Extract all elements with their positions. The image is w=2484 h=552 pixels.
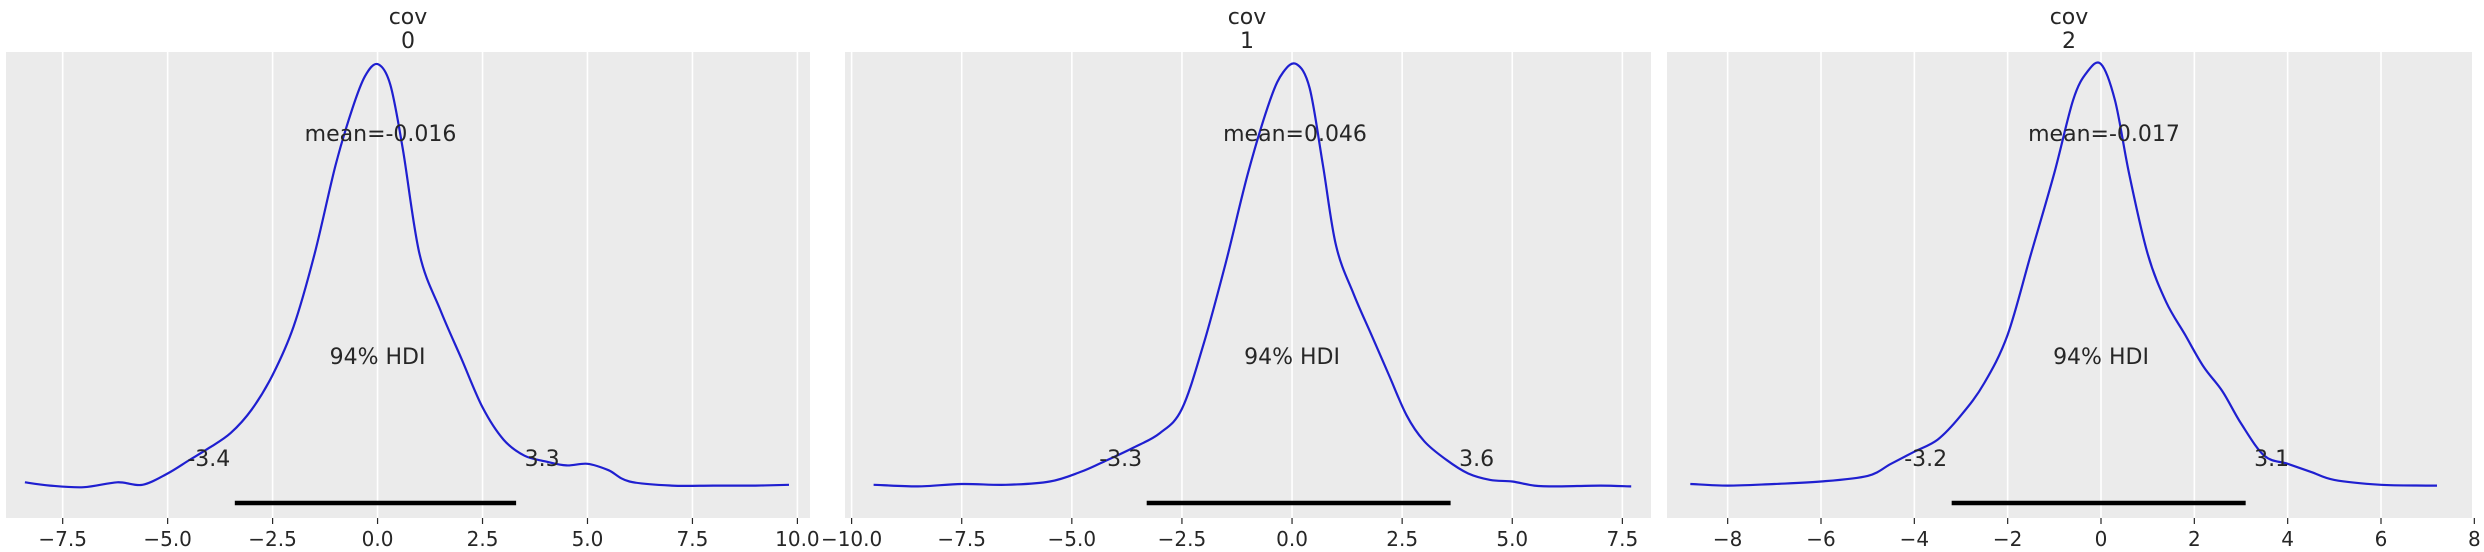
panel-title-variable: cov: [389, 5, 428, 30]
mean-label: mean=-0.016: [305, 122, 457, 147]
x-tick-label: 8: [2468, 527, 2481, 551]
x-tick-label: −7.5: [38, 527, 87, 551]
hdi-high-label: 3.6: [1459, 447, 1494, 472]
x-tick-label: 0.0: [362, 527, 394, 551]
hdi-high-label: 3.3: [525, 447, 560, 472]
x-tick-label: 2.5: [1386, 527, 1418, 551]
panel-cov-1: cov 1 mean=0.046 94% HDI -3.3 3.6 −10.0−…: [821, 5, 1651, 551]
panel-title-variable: cov: [2050, 5, 2089, 30]
panel-title-index: 1: [1240, 29, 1254, 54]
x-tick-label: −5.0: [143, 527, 192, 551]
hdi-low-label: -3.3: [1099, 447, 1142, 472]
x-tick-label: 7.5: [1606, 527, 1638, 551]
x-tick-label: 5.0: [1496, 527, 1528, 551]
mean-label: mean=-0.017: [2028, 122, 2180, 147]
x-tick-label: 10.0: [775, 527, 820, 551]
x-tick-label: −10.0: [821, 527, 882, 551]
x-tick-label: −5.0: [1048, 527, 1097, 551]
x-tick-label: −2.5: [248, 527, 297, 551]
panel-title-variable: cov: [1228, 5, 1267, 30]
x-tick-label: −8: [1713, 527, 1742, 551]
x-tick-label: −6: [1806, 527, 1835, 551]
mean-label: mean=0.046: [1223, 122, 1367, 147]
x-tick-label: −7.5: [937, 527, 986, 551]
x-tick-label: 0.0: [1276, 527, 1308, 551]
panel-title-index: 0: [401, 29, 415, 54]
hdi-high-label: 3.1: [2254, 447, 2289, 472]
hdi-label: 94% HDI: [1244, 345, 1340, 370]
panel-title-index: 2: [2062, 29, 2076, 54]
hdi-low-label: -3.2: [1904, 447, 1947, 472]
panel-cov-2: cov 2 mean=-0.017 94% HDI -3.2 3.1 −8 −6−…: [1667, 5, 2481, 551]
x-axis-ticks: −7.5 −5.0 −2.5 0.0 2.5 5.0 7.5 10.0: [38, 518, 819, 551]
x-tick-label: −2: [1993, 527, 2022, 551]
x-tick-label: 7.5: [677, 527, 709, 551]
x-tick-label: 4: [2281, 527, 2294, 551]
x-tick-label: 5.0: [572, 527, 604, 551]
x-tick-label: −4: [1900, 527, 1929, 551]
x-axis-ticks: −8 −6 −4 −2 0 2 4 6 8: [1713, 518, 2481, 551]
hdi-label: 94% HDI: [330, 345, 426, 370]
x-tick-label: −2.5: [1158, 527, 1207, 551]
panel-cov-0: cov 0 mean=-0.016 94% HDI -3.4 3.3 −7.5−…: [6, 5, 820, 551]
x-tick-label: 2: [2188, 527, 2201, 551]
hdi-label: 94% HDI: [2053, 345, 2149, 370]
hdi-low-label: -3.4: [187, 447, 230, 472]
x-tick-label: 0: [2095, 527, 2108, 551]
x-tick-label: 6: [2375, 527, 2388, 551]
x-axis-ticks: −10.0 −7.5 −5.0 −2.5 0.0 2.5 5.0 7.5: [821, 518, 1638, 551]
x-tick-label: 2.5: [467, 527, 499, 551]
